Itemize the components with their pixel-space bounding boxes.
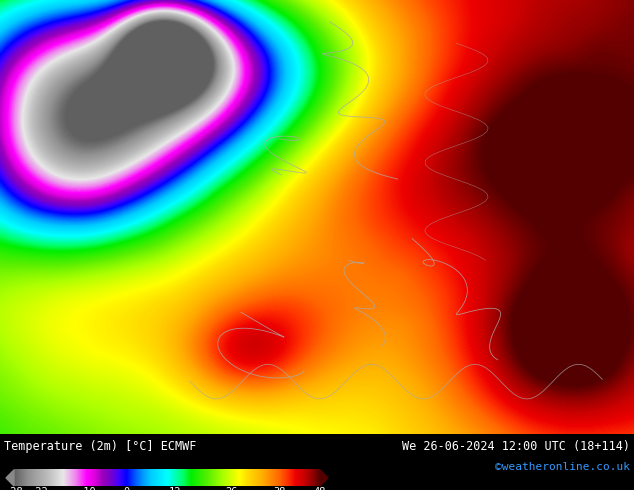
Text: -22: -22 bbox=[29, 487, 48, 490]
Text: ©weatheronline.co.uk: ©weatheronline.co.uk bbox=[495, 462, 630, 472]
Polygon shape bbox=[6, 470, 14, 486]
Text: 38: 38 bbox=[273, 487, 286, 490]
Text: -10: -10 bbox=[77, 487, 96, 490]
Text: 48: 48 bbox=[314, 487, 327, 490]
Polygon shape bbox=[320, 470, 328, 486]
Text: 12: 12 bbox=[169, 487, 181, 490]
Text: 26: 26 bbox=[225, 487, 238, 490]
Text: -28: -28 bbox=[4, 487, 23, 490]
Text: 0: 0 bbox=[124, 487, 130, 490]
Text: We 26-06-2024 12:00 UTC (18+114): We 26-06-2024 12:00 UTC (18+114) bbox=[402, 440, 630, 453]
Text: Temperature (2m) [°C] ECMWF: Temperature (2m) [°C] ECMWF bbox=[4, 440, 197, 453]
